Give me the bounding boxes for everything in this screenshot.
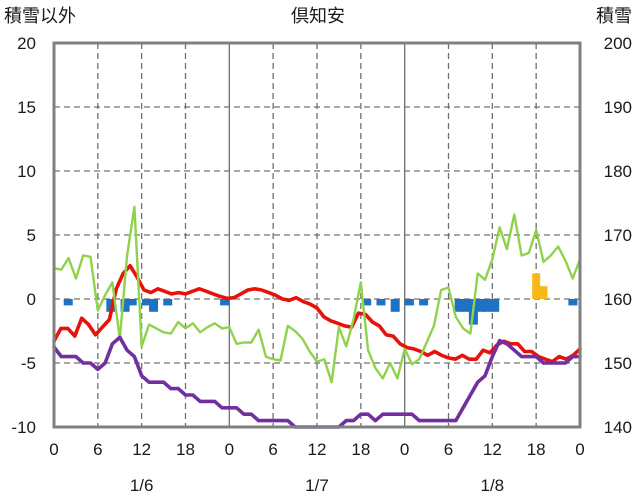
green-series-line <box>52 205 582 384</box>
x-tick-labels: 0 6 12 18 0 6 12 18 0 6 12 18 0 <box>49 440 584 459</box>
left-tick-label: 15 <box>17 98 36 117</box>
hour-tick-label: 0 <box>575 440 584 459</box>
left-tick-label: -10 <box>11 418 36 437</box>
hour-tick-label: 12 <box>483 440 502 459</box>
precip-bar <box>127 299 137 306</box>
precip-bar <box>120 299 130 312</box>
precip-bar <box>376 299 386 306</box>
hour-tick-label: 6 <box>268 440 277 459</box>
right-tick-label: 170 <box>604 226 632 245</box>
date-label: 1/8 <box>481 476 505 495</box>
hour-tick-label: 12 <box>308 440 327 459</box>
plot-frame <box>52 41 582 429</box>
precip-bar <box>63 299 73 306</box>
precip-bar <box>461 299 471 312</box>
precip-bar <box>419 299 429 306</box>
snowfall-bar <box>539 286 548 299</box>
hour-tick-label: 18 <box>527 440 546 459</box>
date-labels: 1/6 1/7 1/8 <box>130 476 504 495</box>
precip-bar <box>220 299 230 306</box>
precip-bar <box>390 299 400 312</box>
hour-tick-label: 0 <box>49 440 58 459</box>
date-label: 1/7 <box>305 476 329 495</box>
hour-tick-label: 6 <box>93 440 102 459</box>
left-tick-label: 5 <box>27 226 36 245</box>
precip-bar <box>568 299 578 306</box>
red-series-line <box>52 263 582 364</box>
hour-tick-label: 12 <box>132 440 151 459</box>
precip-bar <box>475 299 485 312</box>
precip-bar <box>149 299 159 312</box>
precip-bar <box>163 299 173 306</box>
precip-bar <box>483 299 493 312</box>
hour-tick-label: 18 <box>351 440 370 459</box>
precip-bar <box>454 299 464 312</box>
left-tick-label: 10 <box>17 162 36 181</box>
left-axis-label: 積雪以外 <box>4 6 76 26</box>
left-tick-label: 20 <box>17 34 36 53</box>
hour-tick-label: 0 <box>225 440 234 459</box>
grid <box>54 43 580 427</box>
hour-tick-label: 0 <box>400 440 409 459</box>
hour-tick-label: 6 <box>444 440 453 459</box>
left-tick-label: 0 <box>27 290 36 309</box>
right-axis-label: 積雪 <box>596 6 632 26</box>
precip-bar <box>404 299 414 306</box>
precip-bar <box>141 299 151 306</box>
left-tick-label: -5 <box>21 354 36 373</box>
right-tick-label: 180 <box>604 162 632 181</box>
left-tick-labels: 20 15 10 5 0 -5 -10 <box>11 34 36 437</box>
right-tick-labels: 200 190 180 170 160 150 140 <box>604 34 632 437</box>
precip-bar <box>490 299 500 312</box>
right-tick-label: 190 <box>604 98 632 117</box>
snowfall-bar <box>532 273 541 299</box>
right-tick-label: 140 <box>604 418 632 437</box>
chart-title: 倶知安 <box>291 6 345 26</box>
right-tick-label: 200 <box>604 34 632 53</box>
right-tick-label: 150 <box>604 354 632 373</box>
hour-tick-label: 18 <box>176 440 195 459</box>
date-label: 1/6 <box>130 476 154 495</box>
precip-bar <box>362 299 372 306</box>
right-tick-label: 160 <box>604 290 632 309</box>
